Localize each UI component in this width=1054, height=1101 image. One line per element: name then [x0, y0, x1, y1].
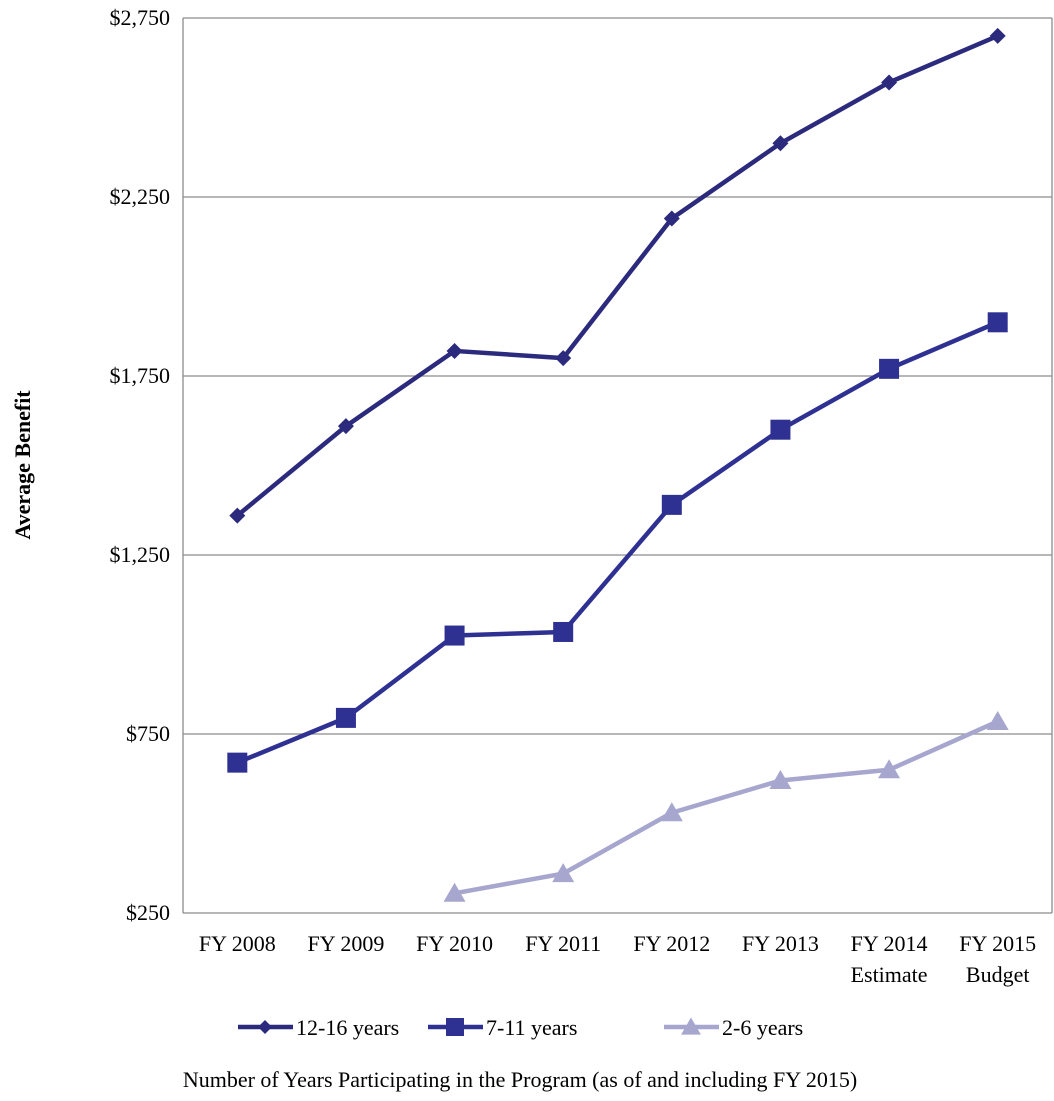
y-tick-label: $750 — [126, 721, 170, 746]
legend-item: 7-11 years — [428, 1015, 577, 1040]
y-tick-label: $1,750 — [110, 363, 171, 388]
x-tick-label: Budget — [966, 962, 1030, 987]
x-tick-label: FY 2012 — [633, 931, 710, 956]
gridlines — [183, 17, 1052, 735]
data-point — [681, 1017, 701, 1035]
data-point — [446, 342, 463, 359]
data-point — [770, 419, 791, 440]
data-point — [769, 770, 792, 790]
x-tick-label: FY 2014 — [851, 931, 928, 956]
data-point — [553, 621, 574, 642]
data-point — [229, 507, 246, 524]
data-point — [879, 358, 900, 379]
data-point — [552, 863, 575, 883]
data-point — [443, 882, 466, 902]
x-tick-label: FY 2009 — [308, 931, 385, 956]
data-point — [446, 1018, 464, 1036]
data-point — [772, 135, 789, 152]
x-axis-title: Number of Years Participating in the Pro… — [183, 1067, 857, 1092]
axes — [182, 18, 1053, 914]
series-line — [454, 719, 999, 896]
legend-item: 2-6 years — [664, 1015, 803, 1040]
x-tick-label: FY 2013 — [742, 931, 819, 956]
data-point — [555, 350, 572, 367]
legend-item: 12-16 years — [238, 1015, 399, 1040]
data-point — [878, 759, 901, 779]
x-tick-label: FY 2008 — [199, 931, 276, 956]
data-point — [444, 625, 465, 646]
series-2-6-years — [443, 710, 1009, 902]
data-point — [987, 312, 1008, 333]
y-tick-labels: $250 $750 $1,250 $1,750 $2,250 $2,750 — [110, 5, 171, 925]
data-point — [661, 494, 682, 515]
data-point — [986, 710, 1009, 730]
series-line — [235, 33, 999, 518]
y-tick-label: $1,250 — [110, 542, 171, 567]
series-line — [236, 320, 999, 765]
data-point — [989, 27, 1006, 44]
y-tick-label: $2,250 — [110, 184, 171, 209]
x-tick-label: FY 2011 — [525, 931, 601, 956]
series-7-11-years — [227, 312, 1008, 773]
data-point — [227, 752, 248, 773]
series-12-16-years — [229, 27, 1006, 524]
legend-label: 7-11 years — [486, 1015, 577, 1040]
y-tick-label: $250 — [126, 900, 170, 925]
data-point — [335, 707, 356, 728]
y-axis-title: Average Benefit — [10, 390, 35, 540]
y-tick-label: $2,750 — [110, 5, 171, 30]
data-point — [660, 802, 683, 822]
x-tick-label: Estimate — [851, 962, 928, 987]
x-tick-label: FY 2015 — [959, 931, 1036, 956]
data-point — [663, 210, 680, 227]
x-tick-labels: FY 2008 FY 2009 FY 2010 FY 2011 FY 2012 FY 20… — [199, 931, 1036, 987]
legend-label: 2-6 years — [722, 1015, 803, 1040]
legend: 12-16 years 7-11 years 2-6 years — [238, 1015, 803, 1040]
data-point — [258, 1020, 272, 1034]
legend-label: 12-16 years — [296, 1015, 399, 1040]
data-point — [337, 418, 354, 435]
data-point — [881, 74, 898, 91]
series — [227, 27, 1009, 902]
x-tick-label: FY 2010 — [416, 931, 493, 956]
